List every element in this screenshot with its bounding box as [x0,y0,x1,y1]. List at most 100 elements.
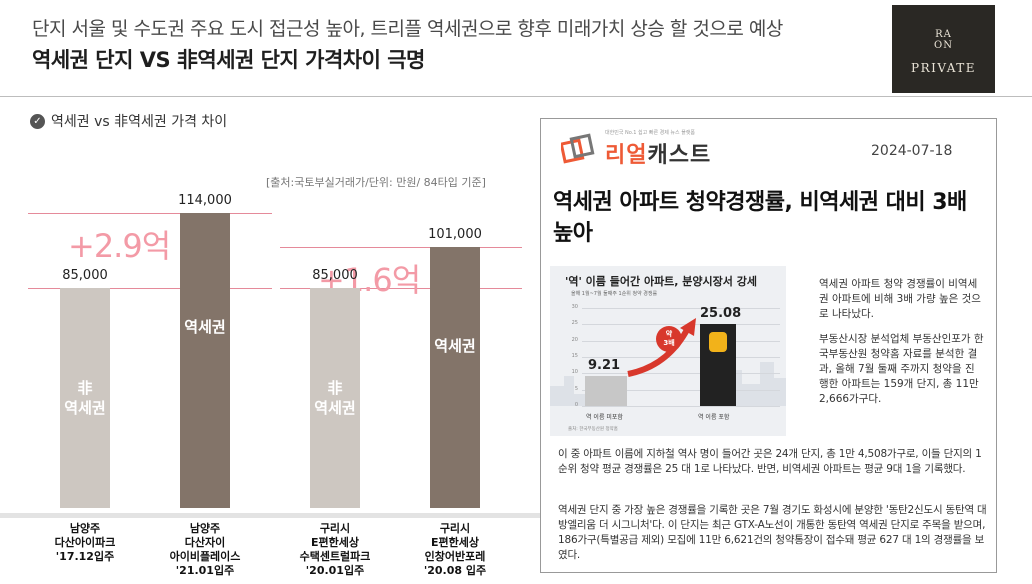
skyline-building [742,384,760,406]
logo-text-on: ON [934,40,953,51]
bar-value-label: 114,000 [178,193,232,208]
inner-chart-source: 출처: 한국부동산원 청약홈 [568,427,618,432]
bar-inner-label-line: 역세권 [434,337,476,355]
growth-arrow-icon [627,318,696,377]
bar-value-label: 85,000 [62,268,108,283]
category-label-line: '20.08 입주 [423,564,487,577]
news-date: 2024-07-18 [871,143,953,159]
inner-chart-gridline [582,308,780,309]
check-circle-icon: ✓ [30,113,45,129]
inner-chart-gridline [582,373,780,374]
realcast-logo-icon [561,133,595,164]
category-label-line: 남양주 [69,522,101,535]
inner-chart-title: '역' 이름 들어간 아파트, 분양시장서 강세 [565,275,757,288]
bar-category-label: 남양주 다산자이 아이비플레이스 '21.01입주 [150,522,260,578]
category-label-line: E편한세상 [311,536,359,549]
bar-inner-label: 역세권 [180,317,230,337]
inner-chart-bar [585,376,627,406]
bar-inner-label: 역세권 [430,336,480,356]
header-subtitle: 단지 서울 및 수도권 주요 도시 접근성 높아, 트리플 역세권으로 향후 미… [32,18,783,40]
news-brand-b: 캐스트 [647,143,712,168]
header-title: 역세권 단지 VS 非역세권 단지 가격차이 극명 [32,48,425,72]
price-bar [60,288,110,508]
inner-chart-gridline [582,324,780,325]
price-comparison-chart: +2.9억 85,000 非 역세권 남양주 다산아이파크 '17.12입주 114,000 역… [0,193,540,578]
logo-text-ra: RA [935,29,952,40]
skyline-building [564,376,574,406]
reference-line-high [28,213,272,214]
skyline-building [550,386,564,406]
bar-value-label: 101,000 [428,227,482,242]
price-bar [180,213,230,508]
bar-value-label: 85,000 [312,268,358,283]
category-label-line: 아이비플레이스 [169,550,241,563]
news-headline: 역세권 아파트 청약경쟁률, 비역세권 대비 3배 높아 [553,190,967,246]
category-label-line: '20.01입주 [305,564,365,577]
inner-chart-subtitle: 올해 1월~7월 둘째주 1순위 청약 경쟁률 [571,291,658,297]
inner-chart-tick-label: 10 [571,369,578,375]
inner-chart-gridline [582,390,780,391]
category-label-line: 다산자이 [184,536,226,549]
inner-chart-category-label: 역 이름 포함 [698,414,730,421]
news-tagline: 대한민국 No.1 쉽고 빠른 경제 뉴스 플랫폼 [605,130,696,136]
category-label-line: 구리시 [439,522,471,535]
price-difference-label: +2.9억 [68,227,171,265]
news-body-paragraph-1: 이 중 아파트 이름에 지하철 역사 명이 들어간 곳은 24개 단지, 총 1… [558,448,982,475]
bar-inner-label-line: 역세권 [314,399,356,417]
growth-arrow-head [680,318,696,336]
news-inner-chart: '역' 이름 들어간 아파트, 분양시장서 강세 올해 1월~7월 둘째주 1순… [550,266,786,436]
bar-inner-label: 非 역세권 [60,378,110,418]
skyline-building [774,378,786,406]
section-title: ✓ 역세권 vs 非역세권 가격 차이 [30,111,227,131]
header-divider [0,96,1032,97]
news-side-paragraph-1: 역세권 아파트 청약 경쟁률이 비역세권 아파트에 비해 3배 가량 높은 것으… [819,278,981,320]
multiplier-badge-line: 약 [665,330,673,338]
category-label-line: 다산아이파크 [54,536,116,549]
inner-chart-gridline [582,406,780,407]
news-body-paragraph-2: 역세권 단지 중 가장 높은 경쟁률을 기록한 곳은 7월 경기도 화성시에 분… [558,504,987,561]
chart-source: [출처:국토부실거래가/단위: 만원/ 84타입 기준] [266,176,486,189]
news-brand: 리얼캐스트 [605,137,711,169]
news-brand-a: 리얼 [605,143,648,168]
category-label-line: 남양주 [189,522,221,535]
reference-line-low [28,288,272,289]
category-label-line: '21.01입주 [175,564,235,577]
inner-chart-tick-label: 15 [571,353,578,359]
inner-chart-tick-label: 5 [574,386,578,392]
logo-text-private: PRIVATE [911,61,976,75]
category-label-line: 수택센트럴파크 [299,550,371,563]
bar-inner-label-line: 역세권 [184,318,226,336]
train-icon [709,332,727,352]
bar-inner-label-line: 역세권 [64,399,106,417]
inner-chart-value-label: 25.08 [700,306,742,321]
price-bar [310,288,360,508]
inner-chart-gridline [582,357,780,358]
raon-private-logo: RA ON PRIVATE [892,5,995,93]
section-title-text: 역세권 vs 非역세권 가격 차이 [51,114,228,130]
reference-line-high [280,247,522,248]
multiplier-badge: 약 3배 [656,326,682,352]
inner-chart-tick-label: 30 [571,304,578,310]
inner-chart-category-label: 역 이름 미포함 [586,414,623,421]
category-label-line: '17.12입주 [55,550,115,563]
chart-bottom-strip [0,513,540,518]
news-side-paragraph-2: 부동산시장 분석업체 부동산인포가 한국부동산원 청약홈 자료를 분석한 결과,… [819,333,984,405]
category-label-line: E편한세상 [431,536,479,549]
category-label-line: 인창어반포레 [424,550,486,563]
inner-chart-value-label: 9.21 [588,358,621,373]
bar-inner-label-line: 非 [77,379,93,397]
inner-chart-tick-label: 25 [571,320,578,326]
reference-line-low [280,288,522,289]
bar-inner-label: 非 역세권 [310,378,360,418]
growth-arrow-shaft [627,326,691,377]
news-clipping: 대한민국 No.1 쉽고 빠른 경제 뉴스 플랫폼 리얼캐스트 2024-07-… [540,118,997,573]
bar-category-label: 구리시 E편한세상 수택센트럴파크 '20.01입주 [280,522,390,578]
bar-category-label: 남양주 다산아이파크 '17.12입주 [30,522,140,564]
bar-category-label: 구리시 E편한세상 인창어반포레 '20.08 입주 [400,522,510,578]
price-bar [430,247,480,508]
category-label-line: 구리시 [319,522,351,535]
multiplier-badge-line: 3배 [663,339,675,347]
inner-chart-tick-label: 0 [574,402,578,408]
inner-chart-tick-label: 20 [571,337,578,343]
bar-inner-label-line: 非 [327,379,343,397]
